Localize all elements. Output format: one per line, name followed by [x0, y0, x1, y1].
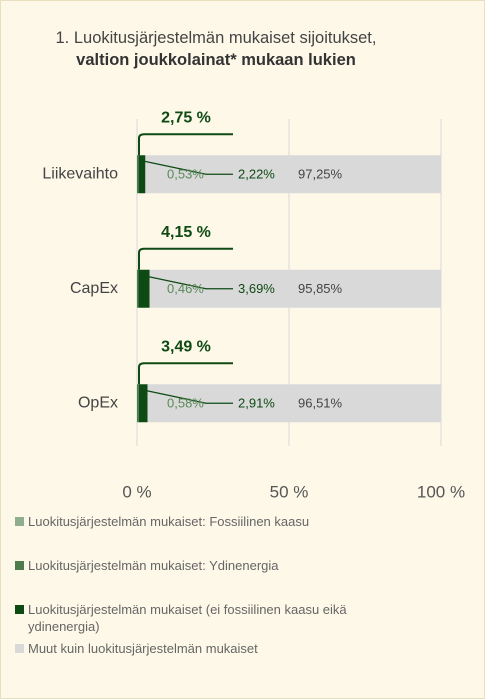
value-label: 96,51%: [298, 396, 343, 411]
value-label: 2,91%: [238, 396, 275, 411]
leader-line: [139, 388, 233, 404]
total-bracket: [138, 362, 233, 385]
legend-label: Luokitusjärjestelmän mukaiset: Ydinenerg…: [28, 558, 279, 573]
value-label: 3,69%: [238, 281, 275, 296]
bar-segment: [137, 384, 139, 423]
legend-item: Luokitusjärjestelmän mukaiset: Ydinenerg…: [15, 557, 358, 574]
y-tick-label: CapEx: [70, 280, 118, 297]
legend-swatch: [15, 517, 24, 526]
chart-title: 1. Luokitusjärjestelmän mukaiset sijoitu…: [51, 27, 381, 71]
bar-segment: [138, 155, 146, 194]
legend-item: Luokitusjärjestelmän mukaiset (ei fossii…: [15, 601, 358, 635]
bar-segment: [145, 155, 442, 194]
title-part-bold: valtion joukkolainat* mukaan lukien: [76, 51, 356, 69]
legend-swatch: [15, 644, 24, 653]
y-tick-label: OpEx: [78, 394, 118, 411]
leader-line: [139, 274, 233, 290]
legend-label: Muut kuin luokitusjärjestelmän mukaiset: [28, 641, 258, 656]
bar-segment: [137, 155, 139, 194]
legend-swatch: [15, 605, 24, 614]
bar-segment: [138, 269, 150, 308]
total-label: 4,15 %: [161, 224, 211, 241]
legend-item: Muut kuin luokitusjärjestelmän mukaiset: [15, 640, 358, 657]
bar-segment: [147, 384, 441, 423]
bar-segment: [138, 384, 148, 423]
title-part: 1. Luokitusjärjestelmän mukaiset sijoitu…: [55, 29, 377, 47]
value-label: 0,58%: [167, 396, 204, 411]
bar-segment: [149, 269, 441, 308]
total-label: 3,49 %: [161, 338, 211, 355]
value-label: 2,22%: [238, 167, 275, 182]
value-label: 95,85%: [298, 281, 343, 296]
leader-line: [139, 159, 233, 175]
x-tick-label: 50 %: [270, 482, 309, 501]
x-tick-label: 100 %: [417, 482, 465, 501]
total-bracket: [138, 133, 233, 156]
legend-item: Luokitusjärjestelmän mukaiset: Fossiilin…: [15, 513, 358, 530]
legend-label: Luokitusjärjestelmän mukaiset: Fossiilin…: [28, 514, 310, 529]
total-bracket: [138, 247, 233, 270]
x-tick-label: 0 %: [122, 482, 151, 501]
bar-segment: [137, 269, 139, 308]
legend-label: Luokitusjärjestelmän mukaiset (ei fossii…: [28, 602, 347, 634]
value-label: 0,46%: [167, 281, 204, 296]
y-tick-label: Liikevaihto: [42, 165, 118, 182]
value-label: 0,53%: [167, 167, 204, 182]
legend-swatch: [15, 561, 24, 570]
total-label: 2,75 %: [161, 109, 211, 126]
value-label: 97,25%: [298, 167, 343, 182]
